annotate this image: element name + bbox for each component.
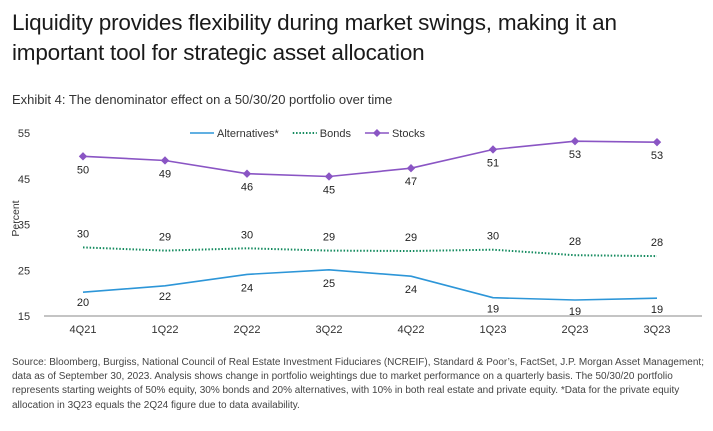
y-tick-label: 15 <box>18 311 30 323</box>
stocks-marker <box>160 156 170 165</box>
series-line-bonds <box>82 246 658 258</box>
exhibit-subtitle: Exhibit 4: The denominator effect on a 5… <box>12 92 393 107</box>
chart-data-labels: 20 22 24 25 24 19 19 19 30 29 30 29 29 30 28 28 50 49 46 45… <box>77 149 663 318</box>
stocks-marker <box>324 172 334 181</box>
x-tick-label: 1Q22 <box>152 324 179 336</box>
x-tick-label: 2Q22 <box>234 324 261 336</box>
x-tick-label: 4Q21 <box>70 324 97 336</box>
alternatives-data-label: 19 <box>569 306 581 318</box>
chart-axes: 15 25 35 45 55 Percent 4Q21 1Q22 2Q22 3Q22 4Q22 1Q2… <box>10 128 702 336</box>
bonds-data-label: 29 <box>323 232 335 244</box>
stocks-data-label: 50 <box>77 164 89 176</box>
alternatives-data-label: 25 <box>323 278 335 290</box>
series-line-stocks <box>82 140 658 178</box>
y-tick-label: 55 <box>18 128 30 140</box>
source-footnote: Source: Bloomberg, Burgiss, National Cou… <box>12 357 704 411</box>
chart-series <box>78 137 662 301</box>
y-tick-label: 45 <box>18 174 30 186</box>
stocks-marker <box>78 152 88 161</box>
bonds-data-label: 30 <box>77 228 89 240</box>
y-tick-label: 25 <box>18 265 30 277</box>
stocks-data-label: 53 <box>651 150 663 162</box>
y-tick-label: 35 <box>18 220 30 232</box>
x-tick-label: 2Q23 <box>562 324 589 336</box>
stocks-data-label: 46 <box>241 182 253 194</box>
alternatives-data-label: 19 <box>487 304 499 316</box>
bonds-data-label: 30 <box>241 229 253 241</box>
stocks-marker <box>242 169 252 178</box>
stocks-data-label: 47 <box>405 176 417 188</box>
x-tick-label: 1Q23 <box>480 324 507 336</box>
x-tick-label: 4Q22 <box>398 324 425 336</box>
alternatives-data-label: 24 <box>241 282 253 294</box>
bonds-data-label: 28 <box>651 237 663 249</box>
chart-legend: Alternatives* Bonds Stocks <box>190 128 425 140</box>
y-axis-label: Percent <box>10 200 22 236</box>
headline: Liquidity provides flexibility during ma… <box>12 10 617 65</box>
series-line-alternatives <box>82 269 658 301</box>
legend-label-alternatives: Alternatives* <box>217 128 279 140</box>
stocks-marker <box>652 137 662 147</box>
alternatives-data-label: 24 <box>405 284 417 296</box>
alternatives-data-label: 19 <box>651 304 663 316</box>
bonds-data-label: 29 <box>159 232 171 244</box>
alternatives-data-label: 20 <box>77 297 89 309</box>
alternatives-data-label: 22 <box>159 291 171 303</box>
stocks-data-label: 49 <box>159 168 171 180</box>
bonds-data-label: 29 <box>405 232 417 244</box>
portfolio-line-chart: 15 25 35 45 55 Percent 4Q21 1Q22 2Q22 3Q22 4Q22 1Q2… <box>10 128 702 336</box>
stocks-data-label: 53 <box>569 149 581 161</box>
x-tick-label: 3Q23 <box>644 324 671 336</box>
stocks-marker <box>406 164 416 173</box>
stocks-data-label: 51 <box>487 157 499 169</box>
legend-marker-stocks <box>372 129 381 137</box>
stocks-marker <box>570 137 580 146</box>
stocks-marker <box>488 145 498 154</box>
legend-label-bonds: Bonds <box>320 128 352 140</box>
legend-label-stocks: Stocks <box>392 128 426 140</box>
bonds-data-label: 30 <box>487 231 499 243</box>
bonds-data-label: 28 <box>569 236 581 248</box>
stocks-data-label: 45 <box>323 184 335 196</box>
x-tick-label: 3Q22 <box>316 324 343 336</box>
